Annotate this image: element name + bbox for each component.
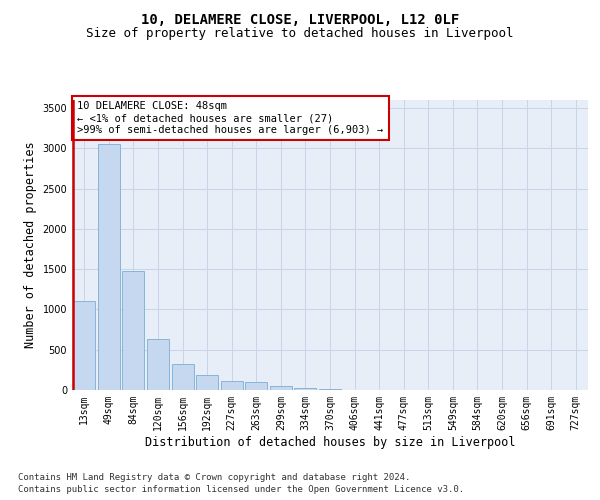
Text: 10, DELAMERE CLOSE, LIVERPOOL, L12 0LF: 10, DELAMERE CLOSE, LIVERPOOL, L12 0LF	[141, 12, 459, 26]
Bar	[196, 374, 218, 390]
Text: Contains public sector information licensed under the Open Government Licence v3: Contains public sector information licen…	[18, 485, 464, 494]
Bar	[295, 388, 316, 390]
Text: Size of property relative to detached houses in Liverpool: Size of property relative to detached ho…	[86, 28, 514, 40]
Y-axis label: Number of detached properties: Number of detached properties	[24, 142, 37, 348]
Bar	[221, 381, 243, 390]
Bar	[245, 382, 268, 390]
Bar	[98, 144, 120, 390]
X-axis label: Distribution of detached houses by size in Liverpool: Distribution of detached houses by size …	[145, 436, 515, 448]
Bar	[319, 389, 341, 390]
Bar	[270, 386, 292, 390]
Bar	[147, 339, 169, 390]
Bar	[122, 271, 145, 390]
Text: Contains HM Land Registry data © Crown copyright and database right 2024.: Contains HM Land Registry data © Crown c…	[18, 472, 410, 482]
Text: 10 DELAMERE CLOSE: 48sqm
← <1% of detached houses are smaller (27)
>99% of semi-: 10 DELAMERE CLOSE: 48sqm ← <1% of detach…	[77, 102, 383, 134]
Bar	[172, 364, 194, 390]
Bar	[73, 302, 95, 390]
